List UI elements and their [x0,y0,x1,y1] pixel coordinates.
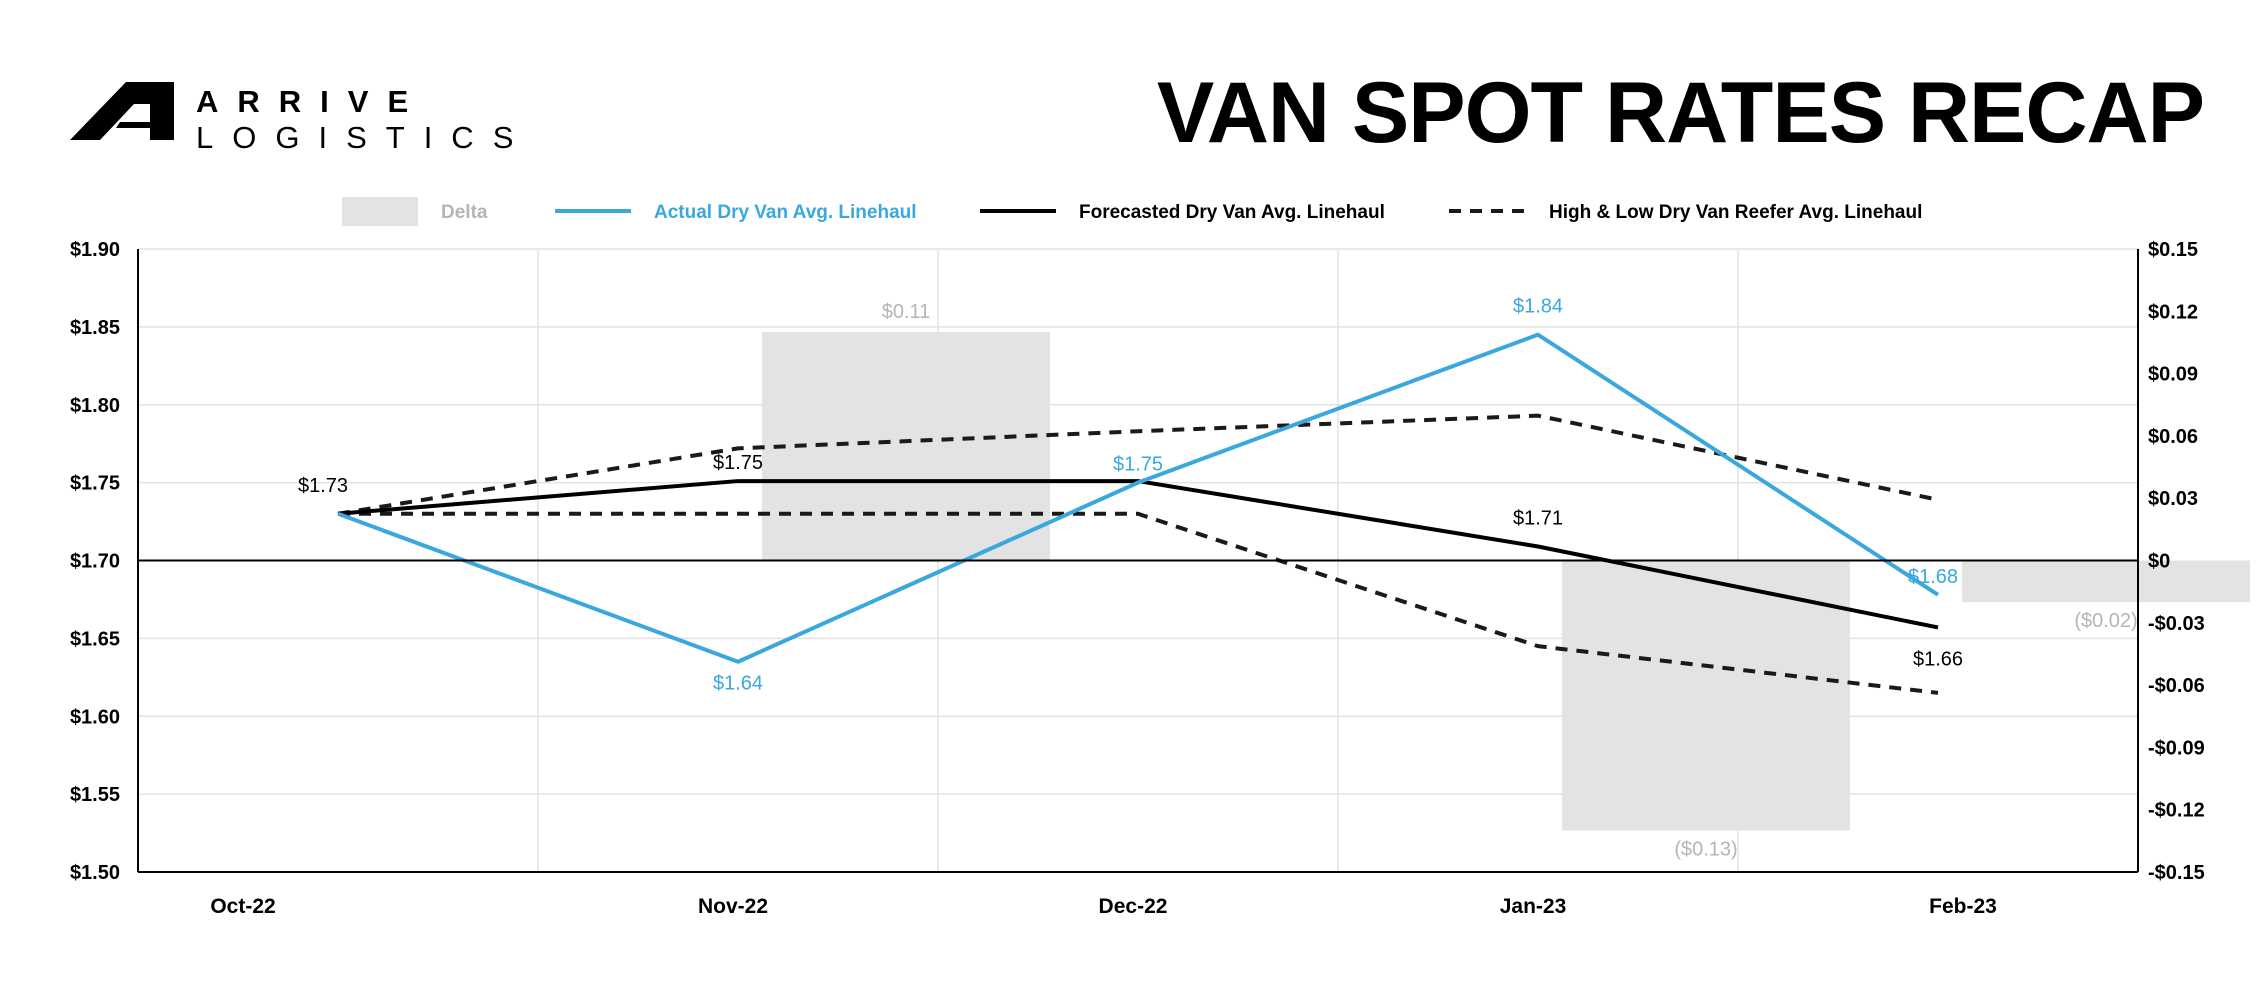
brand-logo: ARRIVE LOGISTICS [70,82,513,155]
y-left-tick-label: $1.80 [70,395,120,417]
series-line-high [337,413,1939,516]
delta-bar [1562,560,1850,831]
legend-label-actual: Actual Dry Van Avg. Linehaul [654,202,917,223]
x-tick-label: Feb-23 [1929,895,1997,918]
actual-label: $1.84 [1513,296,1563,318]
delta-bar [762,332,1050,561]
actual-label: $1.75 [1113,454,1163,476]
y-left-tick-label: $1.70 [70,551,120,573]
y-left-tick-label: $1.50 [70,862,120,884]
y-right-tick-label: $0.06 [2148,426,2198,448]
delta-bars [762,332,2250,831]
y-left-tick-label: $1.85 [70,317,120,339]
legend-label-highlow: High & Low Dry Van Reefer Avg. Linehaul [1549,202,1922,223]
y-left-tick-label: $1.75 [70,473,120,495]
page-title: VAN SPOT RATES RECAP [1156,65,2205,161]
x-tick-label: Nov-22 [698,895,768,918]
x-tick-label: Dec-22 [1099,895,1168,918]
brand-name: ARRIVE [196,84,428,119]
series-line-low [338,511,1939,695]
y-right-tick-label: -$0.09 [2148,737,2205,759]
y-left-tick-label: $1.90 [70,239,120,261]
chart-legend: Delta Actual Dry Van Avg. Linehaul Forecas… [342,197,1922,226]
forecast-label: $1.73 [298,475,348,497]
actual-label: $1.68 [1908,566,1958,588]
x-tick-label: Oct-22 [210,895,275,918]
arrive-mark-icon [70,82,174,140]
y-left-tick-label: $1.55 [70,784,120,806]
y-right-tick-label: -$0.12 [2148,800,2205,822]
forecast-label: $1.66 [1913,648,1963,670]
forecast-label: $1.75 [713,452,763,474]
delta-bar [1962,560,2250,603]
x-tick-label: Jan-23 [1500,895,1567,918]
legend-label-forecast: Forecasted Dry Van Avg. Linehaul [1079,202,1385,223]
y-left-tick-label: $1.65 [70,628,120,650]
data-labels: $0.11 ($0.13) ($0.02) $1.73 $1.75 $1.71 $1.66 $… [298,296,2138,861]
delta-label: $0.11 [882,301,931,323]
header: ARRIVE LOGISTICS VAN SPOT RATES RECAP [0,0,2264,180]
legend-label-delta: Delta [441,202,488,223]
series-line-actual [337,332,1940,664]
delta-label: ($0.02) [2074,610,2137,632]
actual-label: $1.64 [713,673,763,695]
y-right-tick-label: $0.09 [2148,364,2198,386]
y-left-tick-label: $1.60 [70,706,120,728]
series-lines [337,332,1940,695]
y-right-tick-label: $0 [2148,551,2170,573]
y-right-tick-label: -$0.15 [2148,862,2205,884]
y-right-tick-label: -$0.03 [2148,613,2205,635]
forecast-label: $1.71 [1513,507,1563,529]
legend-swatch-delta [342,197,418,226]
chart-axes: $1.90 $1.85 $1.80 $1.75 $1.70 $1.65 $1.60 $1.55… [70,239,2205,918]
y-right-tick-label: $0.12 [2148,301,2198,323]
brand-subname: LOGISTICS [196,120,533,155]
y-right-tick-label: -$0.06 [2148,675,2205,697]
y-right-tick-label: $0.03 [2148,488,2198,510]
y-right-tick-label: $0.15 [2148,239,2198,261]
delta-label: ($0.13) [1674,838,1737,860]
